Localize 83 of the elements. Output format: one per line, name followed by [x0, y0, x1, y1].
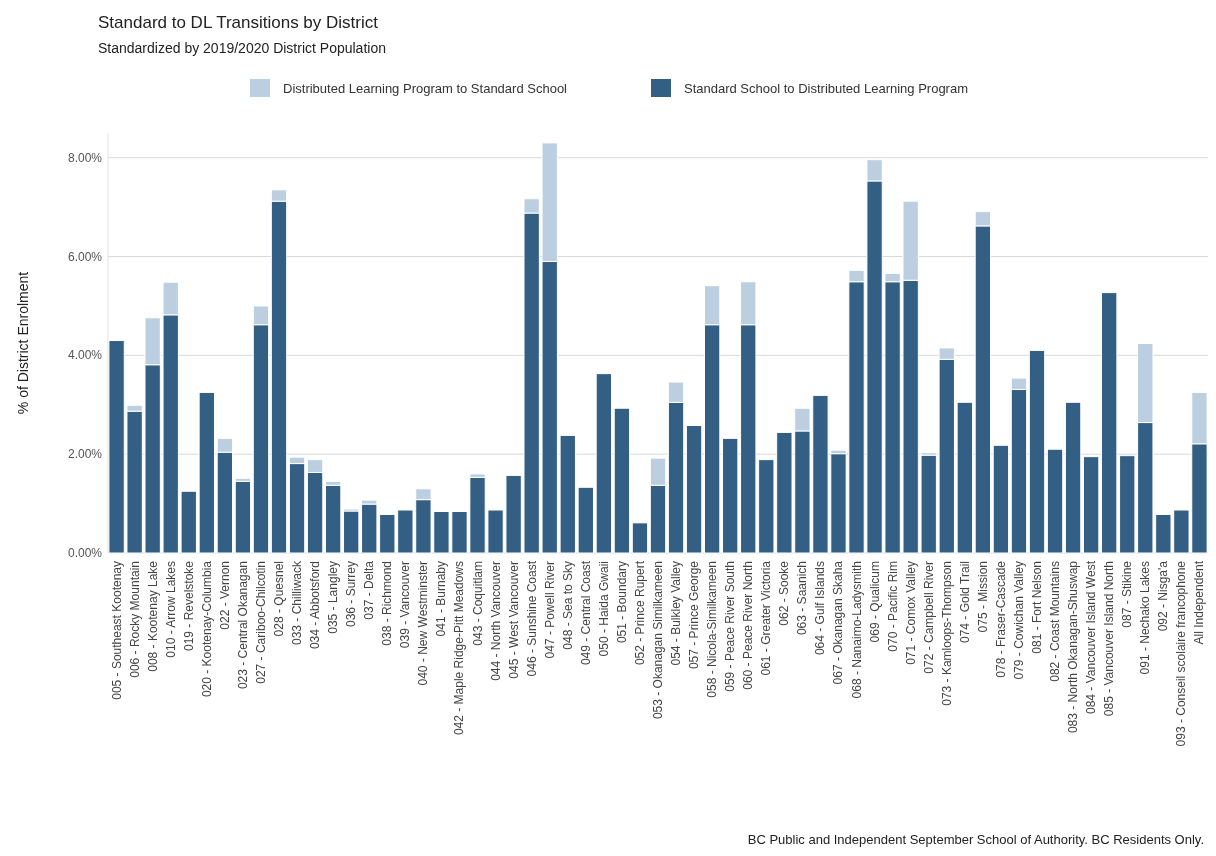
- y-tick-label: 2.00%: [67, 447, 103, 462]
- x-tick-label: 071 - Comox Valley: [903, 561, 918, 665]
- y-tick-label: 0.00%: [67, 546, 103, 560]
- x-tick-label: 023 - Central Okanagan: [235, 561, 250, 690]
- x-tick-label: 054 - Bulkley Valley: [669, 561, 684, 666]
- bar: [992, 444, 1010, 554]
- x-tick-label: 084 - Vancouver Island West: [1084, 560, 1099, 714]
- x-tick-label: 070 - Pacific Rim: [885, 561, 900, 652]
- x-tick-label: 035 - Langley: [326, 561, 341, 634]
- x-tick-label: 053 - Okanagan Similkameen: [651, 561, 665, 720]
- x-tick-label: 062 - Sooke: [777, 560, 792, 626]
- y-tick-label: 8.00%: [67, 150, 103, 165]
- x-tick-label: 072 - Campbell River: [921, 561, 936, 674]
- x-tick-label: 063 - Saanich: [795, 561, 810, 636]
- x-tick-label: 006 - Rocky Mountain: [127, 561, 142, 678]
- bar: [613, 407, 631, 554]
- x-tick-label: 064 - Gulf Islands: [813, 561, 828, 656]
- x-tick-label: 092 - Nisga'a: [1156, 560, 1171, 632]
- text: BC Public and Independent September School of Authority. BC Residents Only.: [747, 832, 1204, 847]
- x-tick-label: 082 - Coast Mountains: [1048, 561, 1063, 682]
- legend-label: Standard School to Distributed Learning Program: [684, 81, 968, 96]
- x-tick-label: 044 - North Vancouver: [488, 561, 503, 681]
- x-tick-label: 028 - Quesnel: [272, 561, 286, 637]
- x-tick-label: 079 - Cowichan Valley: [1011, 561, 1026, 680]
- chart-title: Standard to DL Transitions by District: [98, 13, 379, 32]
- x-tick-label: 039 - Vancouver: [398, 561, 413, 649]
- x-tick-label: 083 - North Okanagan-Shuswap: [1066, 560, 1081, 734]
- x-tick-label: 061 - Greater Victoria: [759, 560, 774, 676]
- x-tick-label: 020 - Kootenay-Columbia: [199, 560, 214, 698]
- y-tick-label: 6.00%: [67, 249, 103, 264]
- x-tick-label: 078 - Fraser-Cascade: [993, 560, 1008, 678]
- x-tick-label: 048 - Sea to Sky: [560, 561, 575, 650]
- x-tick-label: 091 - Nechako Lakes: [1138, 561, 1153, 675]
- x-tick-label: 040 - New Westminster: [416, 561, 431, 686]
- x-tick-label: 049 - Central Coast: [578, 560, 593, 666]
- bar: [685, 425, 703, 554]
- legend-label: Distributed Learning Program to Standard School: [283, 81, 568, 96]
- bar: [234, 480, 252, 554]
- y-tick-label: 4.00%: [67, 348, 103, 363]
- x-tick-label: 057 - Prince George: [687, 560, 702, 670]
- x-tick-label: 037 - Delta: [362, 560, 377, 620]
- bar: [324, 484, 342, 554]
- bar: [1046, 448, 1064, 554]
- x-tick-label: 087 - Stikine: [1120, 560, 1135, 628]
- x-tick-label: 038 - Richmond: [380, 561, 395, 646]
- x-tick-label: 046 - Sunshine Coast: [524, 560, 539, 677]
- x-tick-label: 085 - Vancouver Island North: [1102, 561, 1117, 717]
- x-tick-label: 051 - Boundary: [614, 561, 629, 644]
- x-tick-label: 052 - Prince Rupert: [632, 560, 647, 666]
- x-tick-label: 058 - Nicola-Similkameen: [705, 561, 720, 698]
- x-tick-label: 005 - Southeast Kootenay: [109, 561, 124, 700]
- x-tick-label: 060 - Peace River North: [741, 561, 756, 690]
- x-tick-label: 073 - Kamloops-Thompson: [939, 561, 954, 706]
- bar: [631, 522, 649, 554]
- bar: [1064, 401, 1082, 554]
- bar: [1082, 456, 1100, 554]
- x-tick-label: 010 - Arrow Lakes: [163, 561, 178, 658]
- x-tick-label: 019 - Revelstoke: [181, 560, 196, 652]
- x-tick-label: 033 - Chilliwack: [290, 560, 305, 646]
- x-tick-label: 067 - Okanagan Skaha: [831, 560, 846, 685]
- x-tick-label: 059 - Peace River South: [723, 561, 738, 692]
- x-tick-label: 047 - Powell River: [542, 561, 557, 659]
- x-tick-label: 068 - Nanaimo-Ladysmith: [849, 561, 864, 699]
- x-tick-label: 036 - Surrey: [344, 561, 359, 628]
- x-tick-label: 008 - Kootenay Lake: [145, 560, 160, 672]
- x-tick-label: 075 - Mission: [975, 561, 990, 633]
- x-tick-label: 027 - Cariboo-Chilcotin: [253, 561, 268, 684]
- bar: [1028, 349, 1046, 554]
- x-tick-label: 093 - Conseil scolaire francophone: [1174, 560, 1189, 747]
- y-axis-title: % of District Enrolment: [15, 271, 31, 415]
- bar: [595, 373, 613, 554]
- x-tick-label: 043 - Coquitlam: [470, 561, 485, 646]
- x-tick-label: 069 - Qualicum: [867, 561, 882, 643]
- x-tick-label: 081 - Fort Nelson: [1030, 561, 1044, 654]
- chart-subtitle: Standardized by 2019/2020 District Population: [98, 40, 386, 56]
- x-tick-label: 022 - Vernon: [217, 561, 232, 630]
- x-tick-label: All Independent: [1192, 560, 1207, 645]
- x-tick-label: 074 - Gold Trail: [957, 561, 972, 644]
- x-tick-label: 041 - Burnaby: [434, 561, 449, 637]
- x-tick-label: 050 - Haida Gwaii: [596, 561, 611, 657]
- x-tick-label: 045 - West Vancouver: [506, 561, 521, 679]
- x-tick-label: 042 - Maple Ridge-Pitt Meadows: [452, 561, 467, 736]
- x-tick-label: 034 - Abbotsford: [308, 561, 323, 650]
